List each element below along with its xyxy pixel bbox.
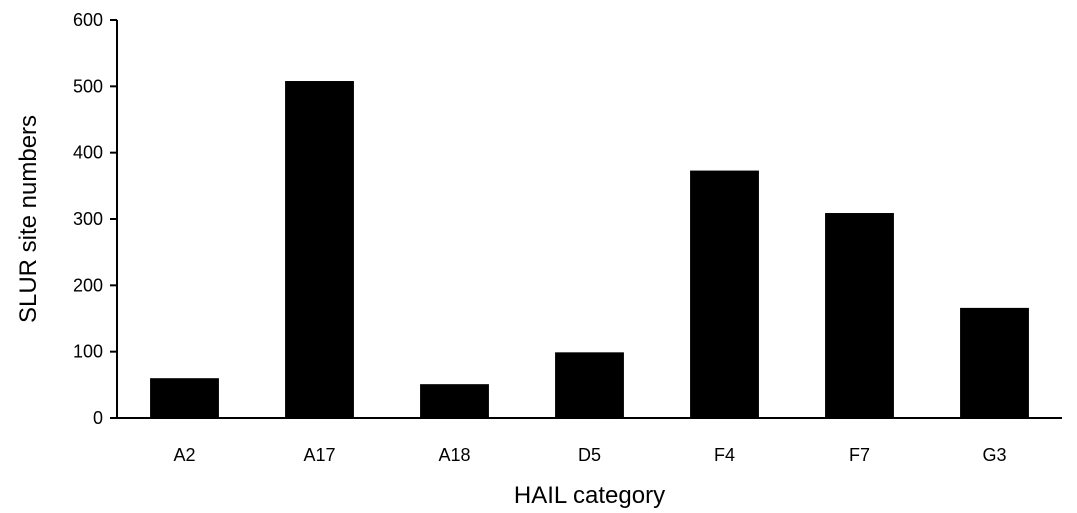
y-axis-ticks: 0 100 200 300 400 500 600 [73,10,117,428]
y-tick-label: 300 [73,209,103,229]
x-tick-label: G3 [982,445,1006,465]
x-tick-label: A18 [438,445,470,465]
y-tick-label: 200 [73,275,103,295]
x-axis-title: HAIL category [514,482,665,509]
bar-a2 [150,378,219,418]
y-tick-label: 400 [73,143,103,163]
y-axis-title: SLUR site numbers [15,115,42,323]
bar-a17 [285,81,354,418]
bar-f4 [690,170,759,418]
x-axis-ticks: A2 A17 A18 D5 F4 F7 G3 [173,445,1006,465]
x-tick-label: A2 [173,445,195,465]
y-tick-label: 600 [73,10,103,30]
bar-d5 [555,352,624,418]
y-tick-label: 100 [73,342,103,362]
x-tick-label: A17 [303,445,335,465]
bar-f7 [825,213,894,418]
bar-a18 [420,384,489,418]
bar-g3 [960,307,1029,418]
y-tick-label: 500 [73,76,103,96]
bars [150,81,1029,418]
x-tick-label: F4 [714,445,735,465]
x-tick-label: F7 [849,445,870,465]
y-tick-label: 0 [93,408,103,428]
x-tick-label: D5 [578,445,601,465]
